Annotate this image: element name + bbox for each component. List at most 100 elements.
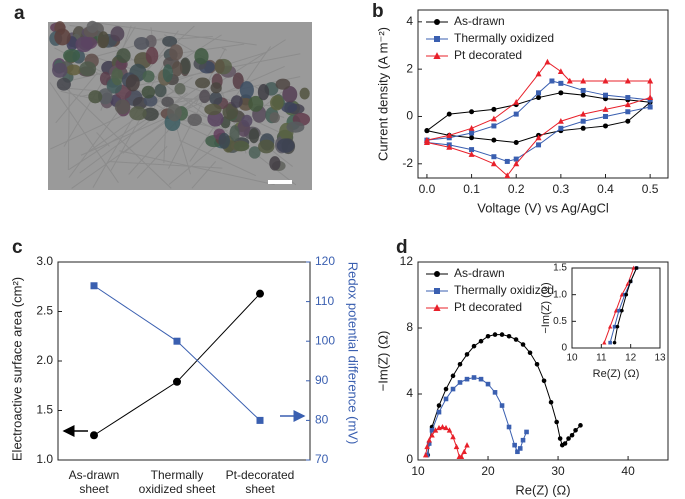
marker [464,442,470,448]
marker [446,111,452,117]
x-tick-label: 0.4 [597,182,614,196]
marker [569,432,575,438]
particle [195,77,211,89]
particle [145,46,159,65]
x-axis-label: Re(Z) (Ω) [515,483,570,498]
marker [527,350,533,356]
particle [161,96,174,108]
legend-label: Thermally oxidized [454,31,554,45]
particle [275,78,291,90]
marker [499,403,505,408]
particle [222,103,239,120]
marker [436,409,442,415]
y2-tick-label: 80 [315,413,329,427]
plot-frame [417,9,669,179]
y-tick-label: 4 [406,14,413,28]
marker [624,292,629,297]
y-axis-label: −Im(Z) (Ω) [375,331,390,392]
particle [209,91,223,106]
texture [61,83,172,189]
marker [513,160,520,167]
particle [56,77,71,91]
marker [625,109,631,115]
x-tick-label: 20 [481,464,495,478]
particle [171,61,183,77]
marker [457,380,463,385]
texture [128,88,207,175]
marker [580,125,586,131]
particle [179,57,191,75]
marker [434,36,440,42]
marker [580,118,586,124]
marker [450,386,456,392]
texture [191,161,217,189]
marker [506,333,512,339]
particle [257,84,270,101]
marker [535,70,542,77]
y-tick-label: 0.5 [553,316,567,327]
marker [520,342,526,347]
marker [434,271,440,277]
x-tick-label: 0.1 [463,182,480,196]
marker [513,99,520,105]
particle [167,103,182,122]
marker [432,427,439,433]
marker [424,443,430,450]
y2-tick-label: 100 [315,333,335,347]
particle [162,35,178,47]
marker [535,134,542,141]
marker [492,390,498,395]
marker [515,449,520,455]
particle [269,112,280,123]
particle [169,44,183,61]
marker [469,135,475,141]
marker [464,352,470,357]
marker [173,377,181,386]
particle [204,103,222,116]
marker [634,266,639,270]
marker [491,154,497,160]
particle [258,139,275,154]
particle [299,87,310,100]
legend-label: Thermally oxidized [454,283,554,297]
marker [439,424,446,430]
texture [49,82,119,183]
particle [142,107,159,121]
marker [607,324,613,329]
marker [491,123,497,129]
marker [603,123,608,129]
marker [512,442,517,448]
y2-tick-label: 110 [315,294,334,308]
series-line [603,267,635,343]
marker [499,332,505,337]
panel-label: a [14,3,25,24]
marker [504,172,511,179]
marker [619,292,625,297]
y2-tick-label: 90 [315,373,329,387]
particle [65,64,82,76]
marker [620,308,624,313]
marker [478,376,484,382]
marker [647,104,653,110]
marker [615,324,620,329]
texture [63,26,136,147]
y2-tick-label: 70 [315,452,329,466]
marker [443,386,449,392]
x-tick-label: sheet [79,482,109,496]
particle [111,67,124,86]
particle [154,83,167,98]
marker [580,77,587,84]
particle [218,132,230,149]
particle [174,83,186,95]
particle [248,146,261,159]
marker [491,137,497,143]
marker [602,77,609,84]
marker [490,115,497,122]
marker [580,92,586,98]
texture [108,161,223,169]
particle [282,86,298,103]
marker [461,448,467,455]
marker [624,77,631,84]
marker [450,373,456,379]
y-tick-label: 1.5 [553,263,567,274]
